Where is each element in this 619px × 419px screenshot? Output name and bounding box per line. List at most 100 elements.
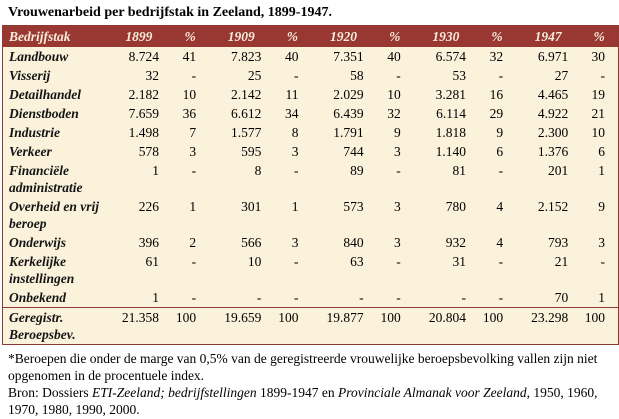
table-row: Landbouw 8.724 41 7.823 40 7.351 40 6.57… — [3, 47, 619, 66]
column-header-pct: % — [580, 25, 619, 47]
cell: 2.300 — [537, 125, 569, 140]
cell: 1 — [598, 290, 605, 305]
cell: 6.612 — [230, 106, 262, 121]
cell: - — [191, 68, 197, 83]
table-header-row: Bedrijfstak 1899 % 1909 % 1920 % 1930 % … — [2, 25, 619, 47]
row-label: Dienstboden — [9, 106, 79, 121]
cell: 7.659 — [128, 106, 160, 121]
cell: 2.152 — [537, 199, 569, 214]
cell: 89 — [350, 163, 364, 178]
cell: 3 — [598, 235, 605, 250]
cell: 3 — [291, 144, 299, 159]
cell: 8.724 — [128, 49, 160, 64]
industry-table: Bedrijfstak 1899 % 1909 % 1920 % 1930 % … — [2, 25, 619, 345]
row-label: Onderwijs — [9, 235, 67, 250]
cell: 100 — [477, 307, 517, 345]
cell: 6.114 — [436, 106, 466, 121]
cell: - — [600, 68, 606, 83]
table-row: Overheid en vrij beroep 226 1 301 1 573 … — [3, 197, 619, 233]
cell: 3 — [394, 235, 401, 250]
cell: 3 — [394, 199, 401, 214]
cell: 100 — [171, 307, 210, 345]
table-row: Industrie 1.498 7 1.577 8 1.791 9 1.818 … — [3, 123, 619, 142]
row-label: Geregistr. Beroepsbev. — [2, 307, 107, 345]
cell: 19 — [591, 87, 606, 102]
row-label: Overheid en vrij beroep — [9, 199, 99, 231]
column-header-pct: % — [375, 25, 414, 47]
cell: 21 — [554, 254, 569, 269]
cell: - — [293, 68, 299, 83]
cell: 32 — [387, 106, 401, 121]
table-row: Kerkelijke instellingen 61 - 10 - 63 - 3… — [3, 252, 619, 288]
cell: 36 — [182, 106, 197, 121]
cell: 8 — [291, 125, 299, 140]
column-header-pct: % — [273, 25, 312, 47]
cell: 58 — [350, 68, 364, 83]
page-title: Vrouwenarbeid per bedrijfstak in Zeeland… — [8, 5, 332, 20]
cell: 780 — [445, 199, 466, 214]
cell: 81 — [452, 163, 466, 178]
cell: 2.142 — [230, 87, 262, 102]
cell: 932 — [445, 235, 466, 250]
source-suffix: , 1950, 1960, 1970, 1980, 1990, 2000. — [8, 385, 598, 417]
cell: - — [191, 254, 197, 269]
cell: 1.577 — [230, 125, 262, 140]
row-label: Detailhandel — [9, 87, 82, 102]
footnotes: *Beroepen die onder de marge van 0,5% va… — [1, 345, 618, 418]
source-title-2: Provinciale Almanak voor Zeeland — [337, 385, 527, 400]
cell: 41 — [182, 49, 197, 64]
cell: - — [293, 290, 299, 305]
cell: 566 — [241, 235, 262, 250]
cell: - — [359, 290, 364, 305]
cell: 61 — [145, 254, 160, 269]
column-header-1930: 1930 — [413, 25, 478, 47]
table-row: Financiële administratie 1 - 8 - 89 - 81… — [3, 161, 619, 197]
cell: 32 — [145, 68, 160, 83]
cell: 19.877 — [311, 307, 376, 345]
table-row: Onderwijs 396 2 566 3 840 3 932 4 793 3 — [3, 233, 619, 252]
column-header-pct: % — [477, 25, 517, 47]
cell: - — [191, 163, 197, 178]
row-label: Financiële administratie — [9, 163, 83, 195]
cell: 1 — [189, 199, 197, 214]
cell: 7.351 — [333, 49, 364, 64]
cell: 63 — [350, 254, 364, 269]
cell: 1.791 — [333, 125, 364, 140]
cell: 6.574 — [435, 49, 466, 64]
cell: - — [256, 290, 262, 305]
cell: 40 — [284, 49, 299, 64]
row-label: Verkeer — [9, 144, 52, 159]
cell: 100 — [580, 307, 619, 345]
row-label: Kerkelijke instellingen — [9, 254, 75, 286]
cell: 793 — [548, 235, 569, 250]
source-mid: 1899-1947 en — [256, 385, 338, 400]
cell: - — [600, 254, 606, 269]
cell: - — [461, 290, 466, 305]
cell: 29 — [489, 106, 504, 121]
cell: - — [498, 254, 504, 269]
cell: 1.140 — [435, 144, 466, 159]
footnote-source: Bron: Dossiers ETI-Zeeland; bedrijfstell… — [8, 384, 611, 418]
source-prefix: Bron: Dossiers — [8, 385, 92, 400]
column-header-1947: 1947 — [516, 25, 581, 47]
cell: 10 — [387, 87, 401, 102]
cell: 7 — [189, 125, 197, 140]
cell: 25 — [247, 68, 262, 83]
cell: 2 — [189, 235, 197, 250]
cell: 4.465 — [537, 87, 569, 102]
cell: 4 — [496, 235, 504, 250]
cell: 6 — [496, 144, 504, 159]
cell: 1.498 — [128, 125, 160, 140]
cell: 27 — [554, 68, 569, 83]
cell: 1 — [152, 290, 160, 305]
cell: - — [498, 68, 504, 83]
row-label: Landbouw — [9, 49, 69, 64]
cell: 9 — [394, 125, 401, 140]
cell: 21.358 — [106, 307, 172, 345]
column-header-1899: 1899 — [106, 25, 172, 47]
cell: 31 — [452, 254, 466, 269]
cell: 1.818 — [435, 125, 466, 140]
column-header-1909: 1909 — [209, 25, 274, 47]
cell: 3.281 — [435, 87, 466, 102]
